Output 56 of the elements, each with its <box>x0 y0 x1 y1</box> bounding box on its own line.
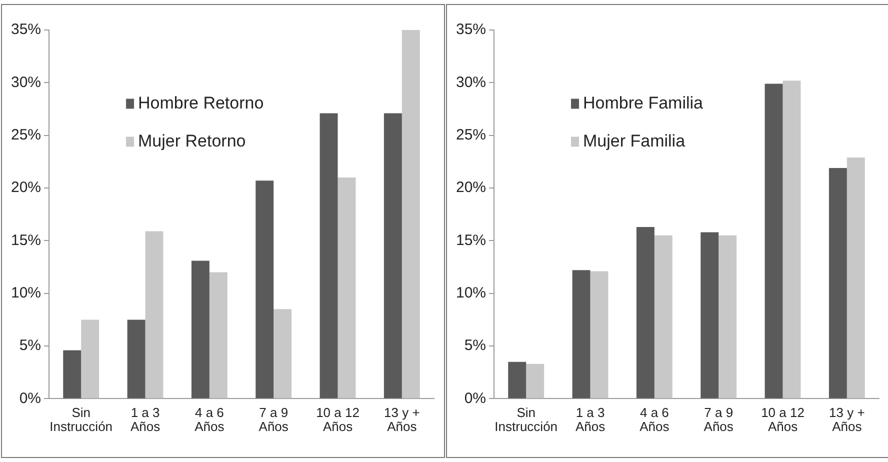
bar <box>338 177 356 398</box>
bar <box>145 231 164 398</box>
legend-label: Mujer Retorno <box>138 131 246 150</box>
x-tick-label: 10 a 12 Años <box>316 405 360 434</box>
bar <box>764 84 783 398</box>
bar <box>256 180 274 398</box>
y-tick-label: 15% <box>456 232 486 249</box>
bar <box>127 320 146 398</box>
y-tick-label: 25% <box>456 126 486 144</box>
bar <box>402 30 420 398</box>
legend-label: Hombre Familia <box>583 93 704 112</box>
bar <box>572 270 590 398</box>
bar <box>782 80 801 398</box>
bar <box>590 271 608 398</box>
x-tick-label: 13 y + Años <box>384 405 420 434</box>
y-tick-label: 20% <box>456 179 486 196</box>
legend-label: Mujer Familia <box>583 131 686 150</box>
y-tick-label: 35% <box>456 21 486 38</box>
bar <box>274 309 292 398</box>
y-tick-label: 10% <box>10 284 42 302</box>
bar <box>384 113 402 398</box>
y-tick-label: 30% <box>456 74 486 91</box>
bar <box>63 350 82 398</box>
y-tick-label: 20% <box>10 179 42 196</box>
bar <box>846 157 865 398</box>
x-tick-label: 10 a 12 Años <box>761 405 804 434</box>
y-tick-label: 15% <box>10 232 42 249</box>
y-tick-label: 5% <box>19 337 42 354</box>
x-tick-label: 1 a 3 Años <box>130 405 161 434</box>
bar <box>191 260 210 398</box>
y-tick-label: 35% <box>10 21 42 38</box>
bar <box>654 235 672 398</box>
bar <box>320 113 338 398</box>
x-tick-label: Sin Instrucción <box>494 405 558 434</box>
bar <box>526 364 544 398</box>
bar <box>700 232 719 398</box>
x-tick-label: 4 a 6 Años <box>640 405 670 434</box>
bar <box>718 235 737 398</box>
bar <box>508 362 526 398</box>
x-tick-label: 7 a 9 Años <box>704 405 734 434</box>
bar <box>209 272 228 398</box>
legend-label: Hombre Retorno <box>138 93 264 112</box>
y-tick-label: 25% <box>10 126 42 144</box>
x-tick-label: 7 a 9 Años <box>258 405 289 434</box>
y-tick-label: 0% <box>464 390 486 407</box>
y-tick-label: 5% <box>464 337 486 354</box>
x-tick-label: Sin Instrucción <box>50 405 113 434</box>
y-tick-label: 10% <box>456 284 486 302</box>
bar <box>636 226 654 398</box>
x-tick-label: 4 a 6 Años <box>194 405 225 434</box>
y-tick-label: 30% <box>10 74 42 91</box>
bar <box>828 168 847 398</box>
y-tick-label: 0% <box>19 390 42 407</box>
x-tick-label: 13 y + Años <box>829 405 865 434</box>
bar <box>81 320 100 398</box>
x-tick-label: 1 a 3 Años <box>575 405 606 434</box>
